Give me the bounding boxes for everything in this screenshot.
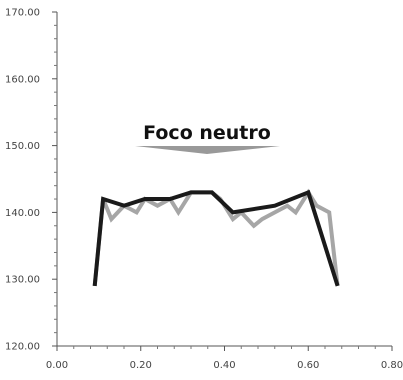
annotation-arrow-icon [135,146,280,154]
series-line-1 [92,188,340,287]
x-tick-label: 0.80 [381,360,403,371]
annotation-label: Foco neutro [143,122,271,144]
series-line-2 [92,189,340,287]
y-tick-label: 130.00 [5,275,40,286]
x-tick-label: 0.20 [130,360,152,371]
x-tick-label: 0.60 [297,360,319,371]
series-layer [92,188,340,287]
y-tick-label: 160.00 [5,74,40,85]
x-axis-ticks: 0.00 0.20 0.40 0.60 0.80 [46,346,403,371]
y-tick-label: 120.00 [5,342,40,353]
y-axis-ticks: 120.00 130.00 140.00 150.00 160.00 170.00 [5,8,57,353]
x-tick-label: 0.00 [46,360,68,371]
y-tick-label: 170.00 [5,8,40,19]
y-tick-label: 140.00 [5,208,40,219]
y-tick-label: 150.00 [5,141,40,152]
x-tick-label: 0.40 [213,360,235,371]
axes [56,12,392,347]
foco-neutro-annotation: Foco neutro [135,122,280,154]
